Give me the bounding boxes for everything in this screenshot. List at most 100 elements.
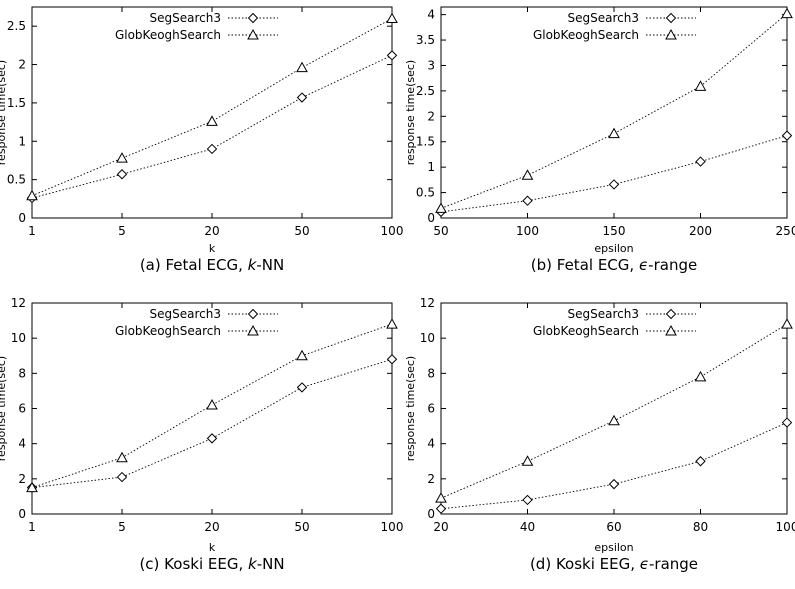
data-point-globkeoghsearch <box>206 115 218 126</box>
series-line-globkeoghsearch <box>31 18 393 197</box>
data-point-globkeoghsearch <box>521 169 534 180</box>
data-point-segsearch3 <box>296 92 308 103</box>
caption-part: -range <box>649 555 698 573</box>
x-tick-label: 100 <box>381 224 404 238</box>
panel-caption: (b) Fetal ECG, ϵ-range <box>531 256 697 274</box>
data-point-globkeoghsearch <box>608 127 620 139</box>
y-tick-label: 6 <box>18 402 26 416</box>
y-tick-label: 6 <box>427 402 435 416</box>
y-tick-label: 2 <box>427 109 435 123</box>
y-tick-label: 2 <box>427 472 435 486</box>
legend-label: SegSearch3 <box>150 11 221 25</box>
legend-marker <box>247 324 259 336</box>
x-axis-label: epsilon <box>594 541 633 554</box>
data-point-segsearch3 <box>116 471 128 483</box>
data-point-segsearch3 <box>695 156 706 167</box>
data-point-segsearch3 <box>781 417 793 428</box>
x-tick-label: 20 <box>433 520 448 534</box>
x-tick-label: 1 <box>28 520 36 534</box>
caption-part: (c) Koski EEG, <box>139 555 248 573</box>
data-point-globkeoghsearch <box>781 7 793 19</box>
data-point-segsearch3 <box>116 169 128 180</box>
panel-caption: (c) Koski EEG, k-NN <box>139 555 284 573</box>
data-point-globkeoghsearch <box>694 80 707 91</box>
y-tick-label: 1.5 <box>416 135 435 149</box>
y-tick-label: 0 <box>18 507 26 521</box>
data-point-globkeoghsearch <box>386 12 398 24</box>
y-axis-label: response time(sec) <box>0 60 8 165</box>
caption-part: k <box>248 555 258 573</box>
data-point-segsearch3 <box>522 494 533 506</box>
chart-panel-d: 0 2 4 6 8 10 12 20 40 60 80 100 epsilon response time… <box>404 296 795 573</box>
y-tick-label: 12 <box>11 296 26 310</box>
x-tick-label: 5 <box>118 224 126 238</box>
data-point-segsearch3 <box>296 382 308 393</box>
data-point-globkeoghsearch <box>435 492 447 503</box>
legend-label: SegSearch3 <box>568 11 639 25</box>
x-axis-label: epsilon <box>594 242 633 255</box>
y-tick-label: 0.5 <box>416 186 435 200</box>
data-point-globkeoghsearch <box>608 414 620 426</box>
y-tick-label: 2 <box>18 58 26 72</box>
y-tick-label: 1 <box>18 134 26 148</box>
x-tick-label: 60 <box>606 520 621 534</box>
legend-marker <box>665 28 677 40</box>
data-point-segsearch3 <box>206 433 218 444</box>
data-point-segsearch3 <box>695 456 706 467</box>
x-tick-label: 1 <box>28 224 36 238</box>
y-tick-label: 8 <box>18 366 26 380</box>
y-axis-label: response time(sec) <box>404 356 417 461</box>
y-tick-label: 4 <box>427 437 435 451</box>
legend-label: GlobKeoghSearch <box>533 28 639 42</box>
caption-part: (a) Fetal ECG, <box>140 256 248 274</box>
caption-part: k <box>248 256 258 274</box>
series-line-globkeoghsearch <box>31 323 393 489</box>
chart-panel-c: 0 2 4 6 8 10 12 1 5 20 50 100 k response time(sec) Seg… <box>0 296 403 573</box>
x-tick-label: 50 <box>294 224 309 238</box>
legend-marker <box>247 308 259 320</box>
data-point-segsearch3 <box>386 354 398 365</box>
legend-marker <box>665 12 677 24</box>
x-tick-label: 20 <box>204 520 219 534</box>
caption-part: ϵ <box>639 256 648 274</box>
series-line-segsearch3 <box>31 358 393 489</box>
x-tick-label: 80 <box>693 520 708 534</box>
data-point-segsearch3 <box>608 478 620 490</box>
legend-label: GlobKeoghSearch <box>115 324 221 338</box>
data-point-globkeoghsearch <box>296 61 308 73</box>
y-tick-label: 12 <box>420 296 435 310</box>
y-tick-label: 0.5 <box>7 173 26 187</box>
y-tick-label: 2.5 <box>7 19 26 33</box>
x-tick-label: 200 <box>689 224 712 238</box>
x-tick-label: 100 <box>776 520 795 534</box>
legend-marker <box>665 308 677 320</box>
data-point-globkeoghsearch <box>435 202 447 213</box>
x-axis-label: k <box>209 541 216 554</box>
x-tick-label: 50 <box>294 520 309 534</box>
y-tick-label: 0 <box>18 211 26 225</box>
data-point-globkeoghsearch <box>694 370 707 382</box>
legend-marker <box>665 324 677 336</box>
caption-part: -range <box>648 256 697 274</box>
y-tick-label: 2.5 <box>416 84 435 98</box>
legend-label: GlobKeoghSearch <box>115 28 221 42</box>
y-tick-label: 0 <box>427 211 435 225</box>
data-point-segsearch3 <box>781 130 793 141</box>
data-point-segsearch3 <box>386 50 398 61</box>
x-tick-label: 250 <box>776 224 795 238</box>
caption-part: -NN <box>257 555 285 573</box>
panel-caption: (d) Koski EEG, ϵ-range <box>530 555 698 573</box>
y-tick-label: 0 <box>427 507 435 521</box>
series-line-segsearch3 <box>440 422 788 510</box>
data-point-globkeoghsearch <box>116 152 128 163</box>
y-tick-label: 3.5 <box>416 33 435 47</box>
x-tick-label: 100 <box>381 520 404 534</box>
y-tick-label: 8 <box>427 366 435 380</box>
caption-part: -NN <box>256 256 284 274</box>
x-tick-label: 150 <box>603 224 626 238</box>
y-tick-label: 1.5 <box>7 96 26 110</box>
data-point-segsearch3 <box>206 143 218 155</box>
legend-marker <box>247 28 259 40</box>
